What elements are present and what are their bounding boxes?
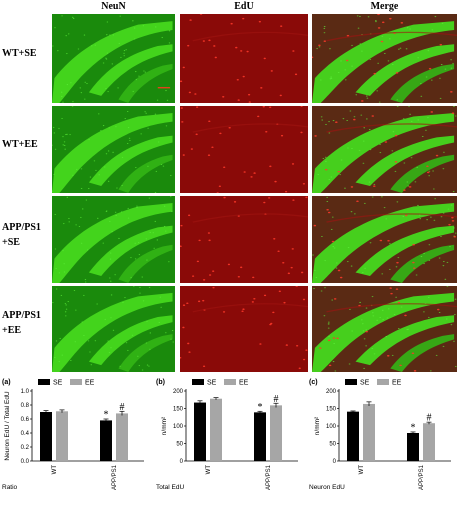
- bar-se-wt: [40, 412, 52, 461]
- bottom-label: Neuron EdU: [309, 484, 345, 491]
- category-label: APP/PS1: [419, 464, 425, 490]
- micrograph-edu-row2: [180, 106, 308, 193]
- y-tick-label: 0.0: [21, 459, 30, 465]
- panel-label: (c): [309, 379, 318, 386]
- bar-ee-wt: [210, 398, 222, 461]
- y-tick-label: 100: [173, 424, 184, 430]
- row-label-wt-ee: WT+EE: [2, 139, 38, 150]
- category-label: WT: [359, 465, 365, 475]
- micrograph-merge-row2: [312, 106, 457, 193]
- legend-label-ee: EE: [392, 380, 402, 387]
- y-axis-label: n/mm²: [161, 416, 168, 435]
- category-label: APP/PS1: [112, 464, 118, 490]
- bar-ee-wt: [56, 411, 68, 461]
- micrograph-neun-row1: [52, 14, 175, 103]
- panel-label: (a): [2, 379, 11, 386]
- significance-mark: *: [104, 410, 109, 421]
- chart-b-svg: (b) SE EE 0 50 100 150 200 n/mm² WT * # APP/PS1 Total…: [156, 379, 298, 491]
- y-tick-label: 100: [326, 424, 337, 430]
- y-tick-label: 0.8: [21, 403, 30, 409]
- y-tick-label: 1.0: [21, 389, 30, 395]
- micrograph-merge-row1: [312, 14, 457, 103]
- column-header-merge: Merge: [370, 1, 399, 12]
- legend-label-se: SE: [53, 380, 63, 387]
- chart-neuron-edu-ratio: (a) SE EE 0.0 0.2 0.4 0.6 0.8 1.0 Neuron EdU / To…: [0, 375, 152, 500]
- category-label: WT: [206, 465, 212, 475]
- y-tick-label: 0.6: [21, 417, 30, 423]
- bar-se-wt: [347, 411, 359, 461]
- legend-swatch-se: [345, 379, 357, 385]
- chart-neuron-edu: (c) SE EE 0 50 100 150 200 n/mm² WT * # APP/PS1 Neuro…: [307, 375, 459, 500]
- bar-se-wt: [194, 402, 206, 461]
- panel-label: (b): [156, 379, 165, 386]
- category-label: WT: [52, 465, 58, 475]
- y-axis-label: Neuron EdU / Total EdU: [4, 391, 11, 461]
- column-header-edu: EdU: [234, 1, 254, 12]
- micrograph-neun-row4: [52, 286, 175, 372]
- y-tick-label: 0: [333, 459, 337, 465]
- row-label-app-se: APP/PS1 +SE: [2, 222, 41, 248]
- bottom-label: Total EdU: [156, 484, 184, 491]
- bar-ee-wt: [363, 403, 375, 461]
- y-tick-label: 200: [173, 389, 184, 395]
- chart-c-svg: (c) SE EE 0 50 100 150 200 n/mm² WT * # APP/PS1 Neuro…: [309, 379, 451, 491]
- chart-a-svg: (a) SE EE 0.0 0.2 0.4 0.6 0.8 1.0 Neuron EdU / To…: [2, 379, 144, 491]
- y-axis-label: n/mm²: [314, 416, 321, 435]
- significance-mark: *: [411, 422, 416, 433]
- bar-ee-appps1: [116, 413, 128, 461]
- legend-label-se: SE: [207, 380, 217, 387]
- legend-swatch-ee: [377, 379, 389, 385]
- significance-mark: #: [427, 413, 432, 424]
- micrograph-neun-row2: [52, 106, 175, 193]
- legend-swatch-ee: [70, 379, 82, 385]
- bar-se-appps1: [407, 433, 419, 461]
- significance-mark: #: [274, 394, 279, 405]
- y-tick-label: 0.2: [21, 445, 30, 451]
- bottom-label: Ratio: [2, 484, 18, 491]
- micrograph-neun-row3: [52, 196, 175, 283]
- legend-swatch-ee: [224, 379, 236, 385]
- micrograph-merge-row4: [312, 286, 457, 372]
- y-tick-label: 50: [329, 442, 336, 448]
- legend-swatch-se: [192, 379, 204, 385]
- y-tick-label: 150: [326, 407, 337, 413]
- legend-label-se: SE: [360, 380, 370, 387]
- significance-mark: #: [120, 402, 125, 413]
- bar-se-appps1: [254, 412, 266, 461]
- y-tick-label: 200: [326, 389, 337, 395]
- y-tick-label: 50: [176, 442, 183, 448]
- bar-se-appps1: [100, 420, 112, 461]
- micrograph-edu-row4: [180, 286, 308, 372]
- legend-swatch-se: [38, 379, 50, 385]
- micrograph-merge-row3: [312, 196, 457, 283]
- category-label: APP/PS1: [266, 464, 272, 490]
- row-label-wt-se: WT+SE: [2, 48, 37, 59]
- bar-ee-appps1: [270, 405, 282, 461]
- y-tick-label: 0: [180, 459, 184, 465]
- micrograph-edu-row3: [180, 196, 308, 283]
- chart-total-edu: (b) SE EE 0 50 100 150 200 n/mm² WT * # APP/PS1 Total…: [154, 375, 306, 500]
- y-tick-label: 0.4: [21, 431, 30, 437]
- legend-label-ee: EE: [85, 380, 95, 387]
- row-label-app-ee: APP/PS1 +EE: [2, 310, 41, 336]
- significance-mark: *: [258, 402, 263, 413]
- column-header-neun: NeuN: [101, 1, 126, 12]
- micrograph-edu-row1: [180, 14, 308, 103]
- y-tick-label: 150: [173, 407, 184, 413]
- bar-ee-appps1: [423, 423, 435, 461]
- legend-label-ee: EE: [239, 380, 249, 387]
